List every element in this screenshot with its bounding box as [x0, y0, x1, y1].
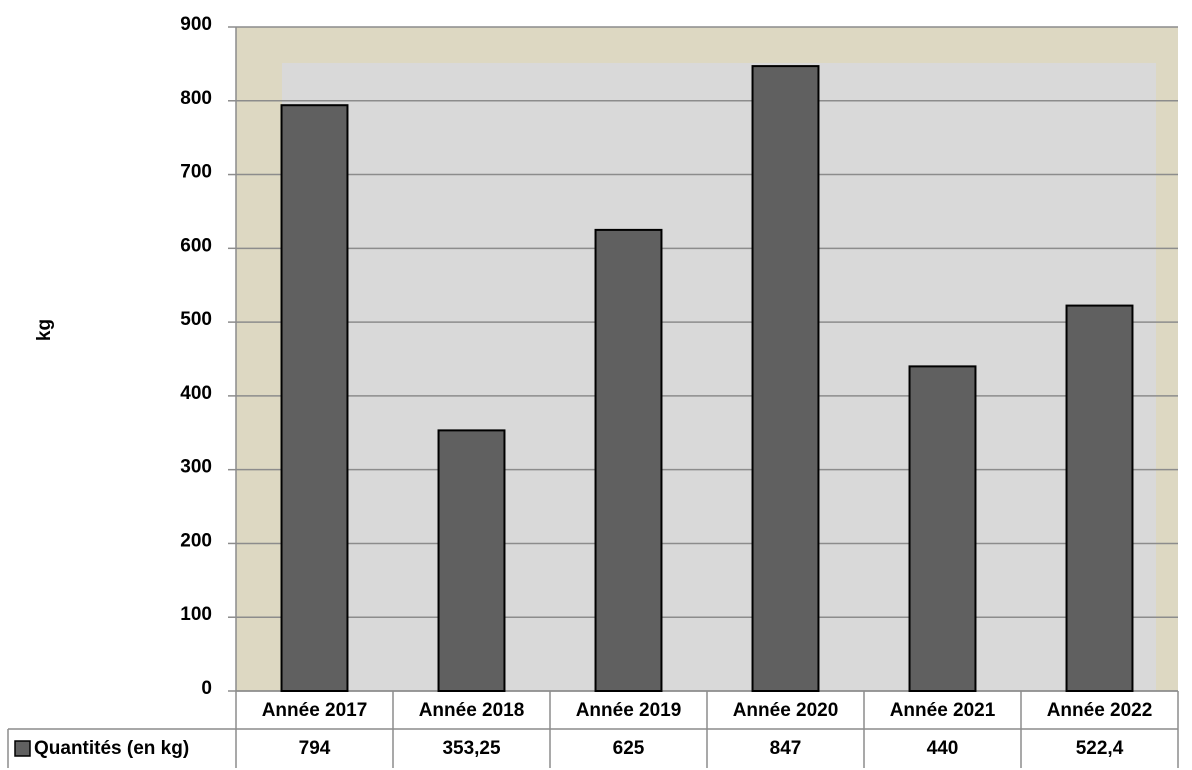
plot-wall	[282, 63, 1156, 691]
data-table-value: 794	[299, 738, 331, 759]
bar	[908, 365, 977, 692]
data-table-value: 440	[927, 738, 959, 759]
y-tick-label: 200	[180, 530, 212, 551]
data-table-value: 625	[613, 738, 645, 759]
bar	[1065, 304, 1134, 692]
data-table-value: 847	[770, 738, 802, 759]
x-tick-label: Année 2022	[1047, 700, 1153, 721]
x-tick-label: Année 2021	[890, 700, 996, 721]
bar	[751, 65, 820, 692]
x-tick-label: Année 2019	[576, 700, 682, 721]
data-table-value: 522,4	[1076, 738, 1124, 759]
y-tick-label: 600	[180, 235, 212, 256]
bar	[437, 429, 506, 692]
y-tick-label: 900	[180, 14, 212, 35]
bar	[594, 228, 663, 692]
bar	[280, 104, 349, 692]
data-table-value: 353,25	[442, 738, 501, 759]
y-tick-label: 400	[180, 383, 212, 404]
y-tick-label: 700	[180, 162, 212, 183]
y-tick-label: 0	[201, 678, 212, 699]
y-tick-label: 100	[180, 604, 212, 625]
y-axis-title: kg	[34, 319, 55, 341]
legend-swatch	[14, 740, 31, 757]
x-tick-label: Année 2020	[733, 700, 839, 721]
y-tick-label: 500	[180, 309, 212, 330]
y-tick-label: 800	[180, 88, 212, 109]
legend-label: Quantités (en kg)	[34, 738, 189, 759]
y-tick-label: 300	[180, 457, 212, 478]
x-tick-label: Année 2018	[419, 700, 525, 721]
x-tick-label: Année 2017	[262, 700, 368, 721]
